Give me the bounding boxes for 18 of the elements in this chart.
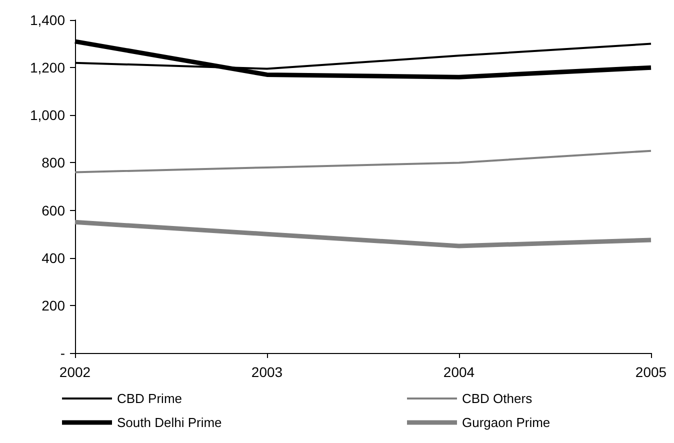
x-tick-label: 2002: [59, 364, 91, 380]
y-tick-label: 800: [42, 154, 66, 171]
y-tick-label: 1,200: [30, 60, 66, 76]
y-tick-label: 200: [42, 297, 66, 314]
y-tick-label: 600: [42, 202, 66, 218]
legend-label: CBD Prime: [117, 391, 182, 406]
legend-label: Gurgaon Prime: [462, 415, 550, 430]
legend-label: CBD Others: [462, 391, 533, 406]
line-series: [74, 150, 652, 174]
legend-label: South Delhi Prime: [117, 415, 222, 430]
x-tick-label: 2005: [635, 364, 667, 380]
y-tick-label: -: [60, 345, 66, 361]
y-tick-label: 1,400: [30, 12, 66, 28]
y-tick-label: 1,000: [30, 107, 66, 124]
line-series: [72, 220, 654, 248]
x-tick-label: 2003: [251, 364, 283, 380]
x-tick-label: 2004: [443, 364, 475, 380]
y-tick-label: 400: [42, 250, 66, 266]
